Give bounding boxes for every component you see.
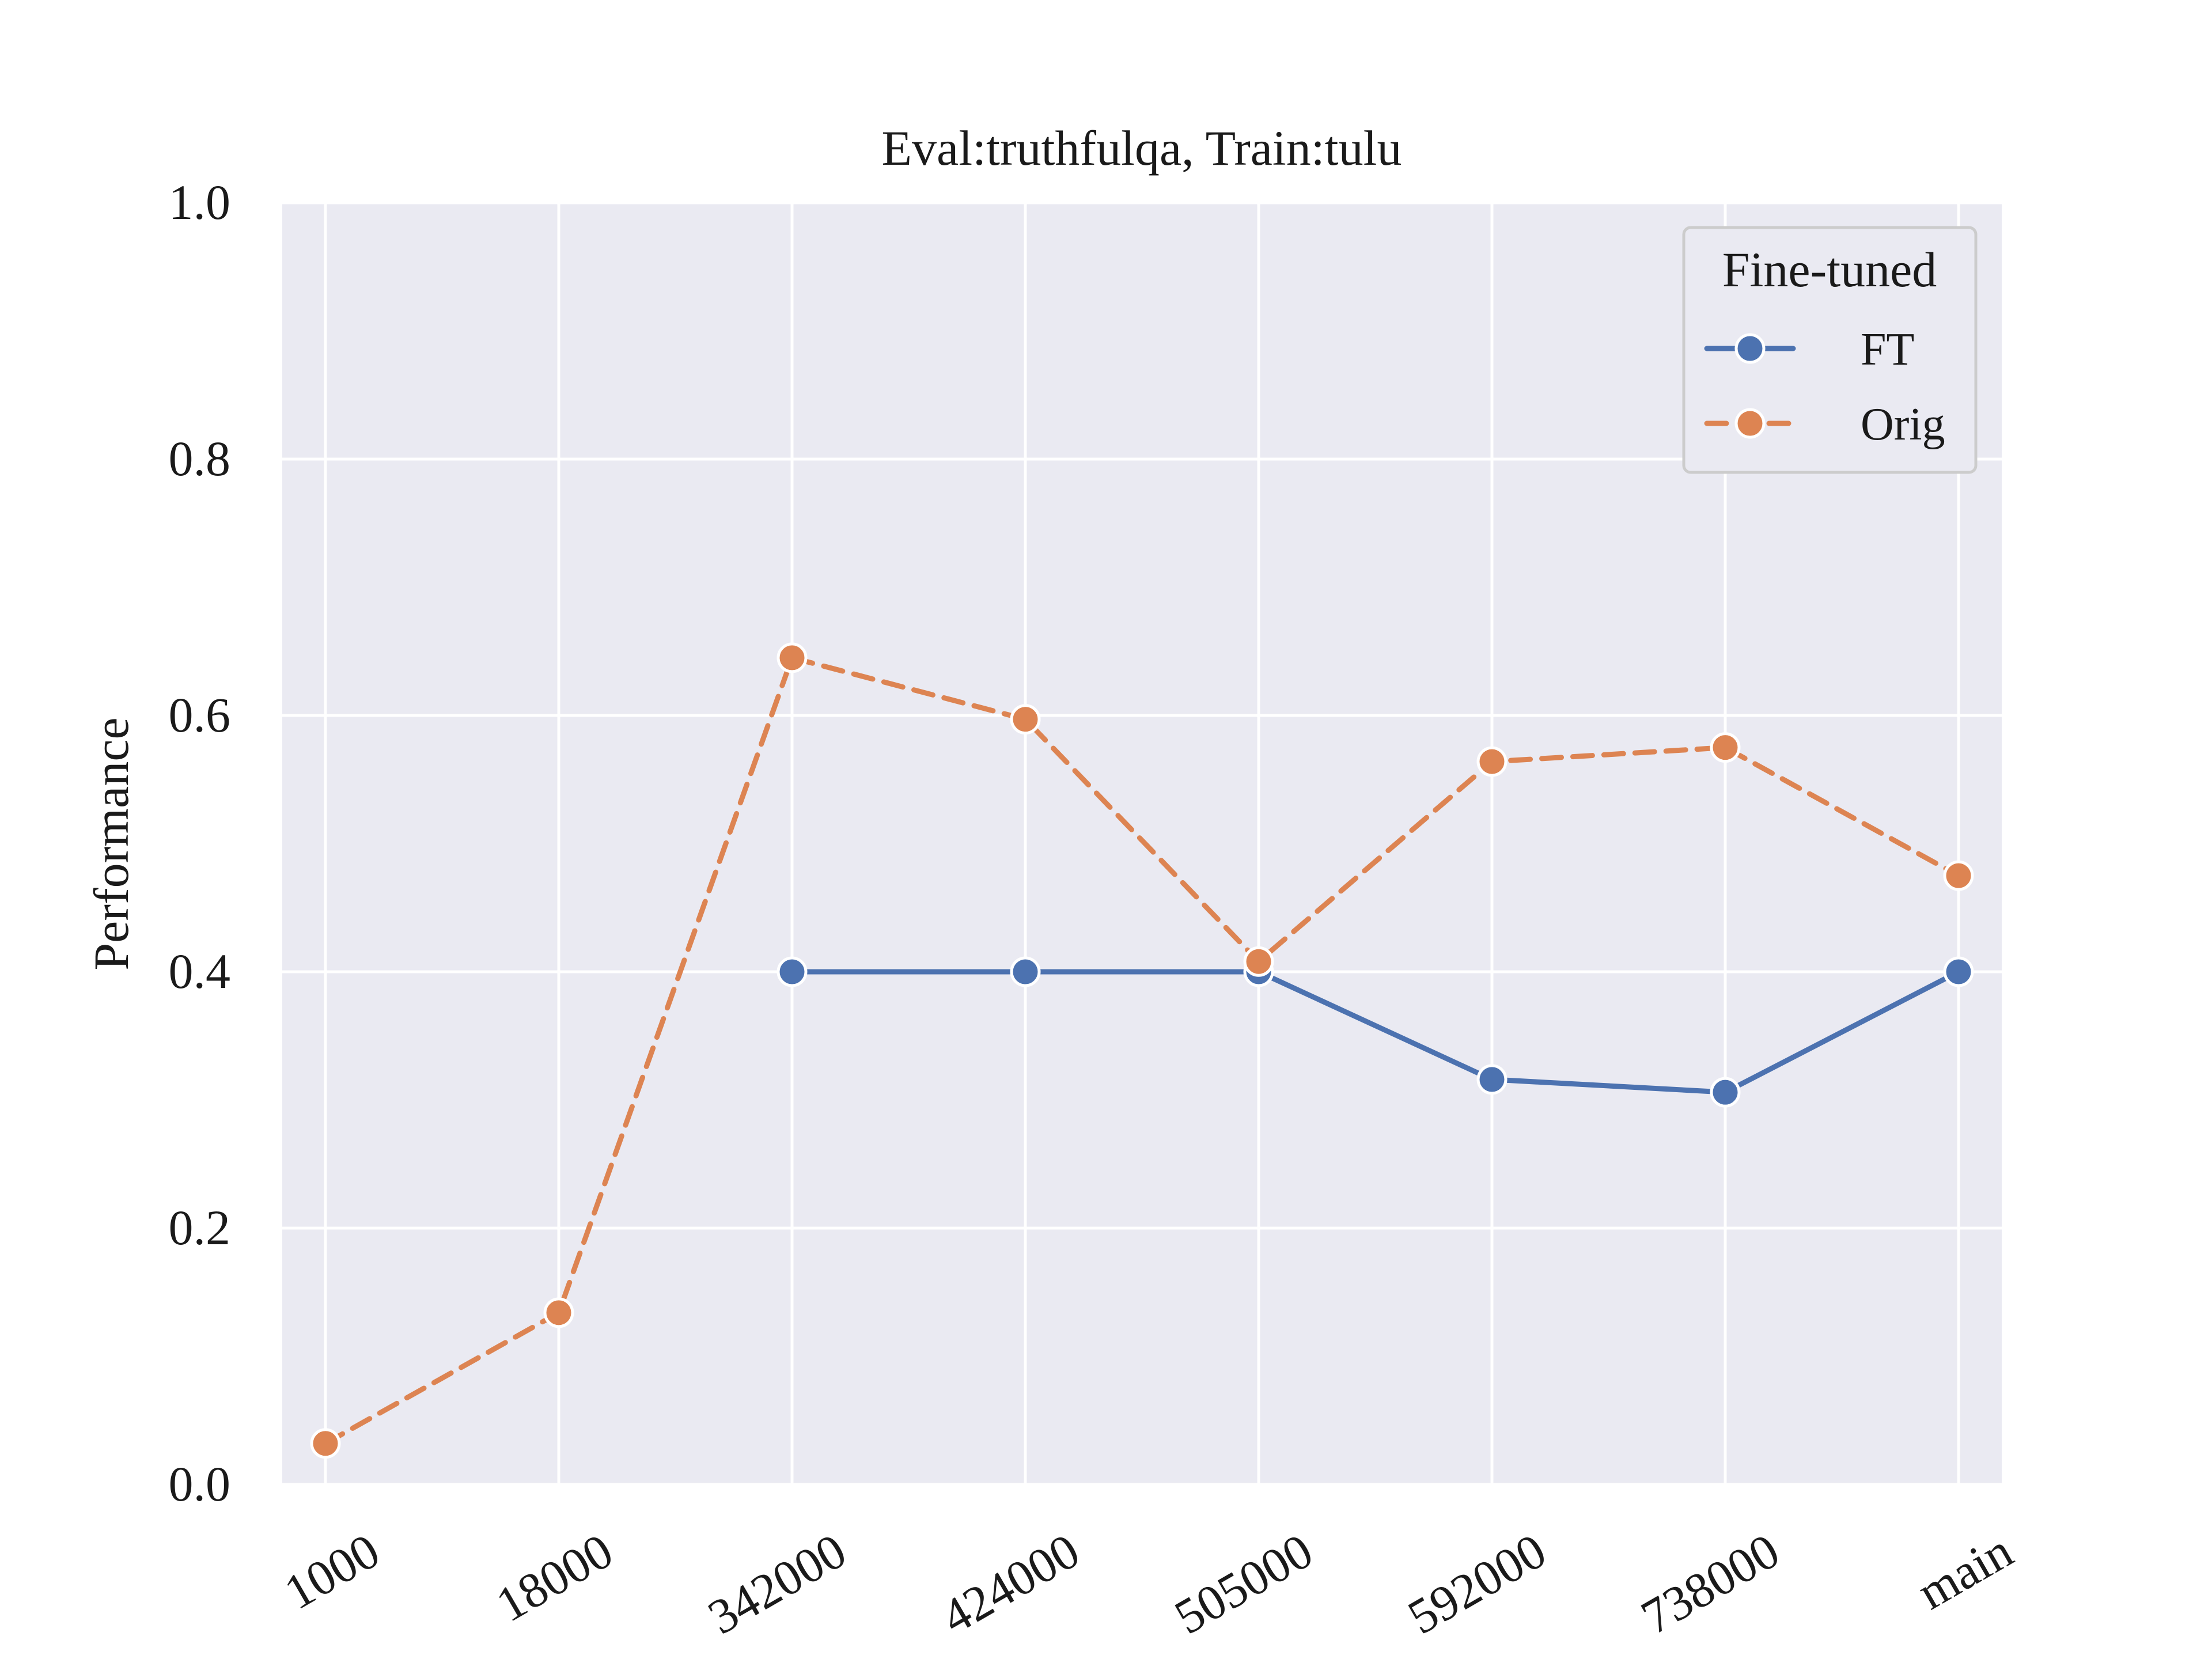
data-point-ft — [1943, 956, 1974, 987]
x-axis-ticks: 1000 18000 342000 424000 505000 592000 738000 m… — [275, 1522, 2022, 1645]
data-point-orig — [1943, 860, 1974, 891]
data-point-ft — [777, 956, 808, 987]
data-point-ft — [1010, 956, 1041, 987]
data-point-orig — [543, 1297, 574, 1328]
x-tick-label: main — [1908, 1522, 2022, 1620]
y-axis-label: Performance — [84, 717, 139, 970]
series-layer — [310, 642, 1974, 1459]
x-tick-label: 505000 — [1165, 1522, 1321, 1645]
legend-label-ft: FT — [1861, 324, 1914, 375]
series-line-orig — [323, 655, 1961, 1446]
data-point-orig — [1010, 704, 1041, 735]
y-tick-label: 0.0 — [169, 1456, 231, 1512]
data-point-orig — [310, 1428, 341, 1459]
y-axis-ticks: 0.0 0.2 0.4 0.6 0.8 1.0 — [169, 175, 231, 1512]
legend-marker-ft — [1734, 333, 1766, 364]
chart-title: Eval:truthfulqa, Train:tulu — [882, 120, 1402, 176]
y-tick-label: 1.0 — [169, 175, 231, 230]
legend: Fine-tuned FT Orig — [1682, 226, 1978, 474]
y-tick-label: 0.2 — [169, 1200, 231, 1255]
legend-marker-orig — [1734, 408, 1766, 439]
data-point-ft — [1476, 1064, 1508, 1095]
data-point-ft — [1710, 1077, 1741, 1108]
x-tick-label: 18000 — [487, 1522, 622, 1633]
x-tick-label: 738000 — [1632, 1522, 1788, 1645]
data-point-orig — [1476, 746, 1508, 777]
series-line-ft — [789, 969, 1961, 1095]
data-point-orig — [1710, 732, 1741, 763]
legend-label-orig: Orig — [1861, 399, 1945, 450]
data-point-orig — [1243, 946, 1274, 977]
y-tick-label: 0.4 — [169, 944, 231, 999]
x-tick-label: 342000 — [699, 1522, 855, 1645]
y-tick-label: 0.8 — [169, 431, 231, 486]
x-tick-label: 1000 — [275, 1522, 389, 1620]
x-tick-label: 424000 — [932, 1522, 1088, 1645]
y-tick-label: 0.6 — [169, 687, 231, 743]
legend-title: Fine-tuned — [1722, 242, 1937, 297]
data-point-orig — [777, 642, 808, 673]
x-tick-label: 592000 — [1399, 1522, 1555, 1645]
